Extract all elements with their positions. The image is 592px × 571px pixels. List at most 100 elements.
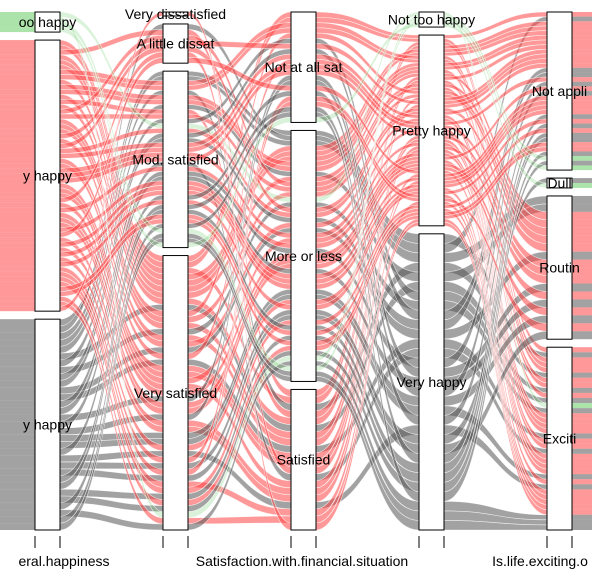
- ribbon-34-lead: [0, 153, 35, 159]
- ribbon-38-tail: [572, 259, 592, 268]
- ribbon-34-tail: [572, 413, 592, 419]
- ribbon-63-tail: [572, 474, 592, 480]
- ribbon-60-lead: [0, 247, 35, 253]
- box-dim2-more-or-less: [290, 129, 317, 382]
- category-label-dim2-not-at-all-sat: Not at all sat: [265, 59, 343, 75]
- ribbon-17-lead: [0, 99, 35, 105]
- ribbon-11-lead: [0, 79, 35, 85]
- ribbon-24-tail: [572, 235, 592, 244]
- ribbon-26-lead: [0, 12, 35, 18]
- ribbon-83-lead: [0, 301, 35, 307]
- ribbon-36-tail: [572, 251, 592, 260]
- category-label-dim3-very-happy: Very happy: [396, 374, 466, 390]
- ribbon-27-lead: [0, 366, 35, 374]
- ribbon-69-lead: [0, 461, 35, 469]
- ribbon-74-lead: [0, 281, 35, 287]
- ribbon-3-lead: [0, 325, 35, 333]
- axis-labels-layer: eral.happiness Satisfaction.with.financia…: [18, 553, 588, 569]
- ribbon-9-tail: [572, 362, 592, 368]
- ribbon-10-lead: [0, 74, 35, 80]
- ribbon-21-tail: [572, 392, 592, 398]
- ribbon-12-lead: [0, 339, 35, 347]
- box-dim1-very-dissatisfied: [162, 11, 189, 17]
- ribbon-43-tail: [572, 438, 592, 444]
- category-label-dim2-satisfied: Satisfied: [277, 452, 331, 468]
- ribbon-13-tail: [572, 39, 592, 45]
- ribbon-67-tail: [572, 484, 592, 490]
- box-dim2-not-at-all-sat: [290, 11, 317, 123]
- ribbon-12-tail: [572, 372, 592, 378]
- ribbon-55-tail: [572, 91, 592, 96]
- ribbon-31-lead: [0, 148, 35, 154]
- ribbon-30-tail: [572, 243, 592, 252]
- ribbon-20-lead: [0, 109, 35, 115]
- ribbon-1-tail: [572, 347, 592, 353]
- ribbon-68-tail: [572, 489, 592, 495]
- ribbon-35-lead: [0, 158, 35, 164]
- ribbon-21-lead: [0, 114, 35, 119]
- ribbon-42-lead: [0, 183, 35, 188]
- ribbon-74-tail: [572, 128, 592, 133]
- ribbon-11-tail: [572, 35, 592, 40]
- ribbon-59-tail: [572, 100, 592, 105]
- ribbon-15-tail: [572, 203, 592, 212]
- category-label-dim4-not-applicable: Not appli: [532, 83, 587, 99]
- ribbon-33-tail: [572, 72, 592, 78]
- ribbon-9-lead: [0, 69, 35, 75]
- ribbon-81-tail: [572, 156, 592, 161]
- ribbon-37-tail: [572, 77, 592, 82]
- ribbon-47-lead: [0, 202, 35, 208]
- ribbon-14-tail: [572, 377, 592, 383]
- ribbon-75-tail: [572, 132, 592, 138]
- ribbon-79-lead: [0, 296, 35, 302]
- ribbon-84-tail: [572, 509, 592, 515]
- ribbon-68-lead: [0, 266, 35, 272]
- ribbon-19-tail: [572, 387, 592, 393]
- ribbon-82-lead: [0, 502, 35, 510]
- ribbon-81-lead: [0, 17, 35, 23]
- ribbon-20-tail: [572, 219, 592, 228]
- ribbon-18-lead: [0, 104, 35, 110]
- ribbon-70-lead: [0, 271, 35, 277]
- ribbon-61-tail: [572, 109, 592, 115]
- ribbon-16-lead: [0, 94, 35, 100]
- ribbon-40-lead: [0, 178, 35, 184]
- ribbon-6-tail: [572, 21, 592, 26]
- ribbon-31-tail: [572, 63, 592, 68]
- ribbon-25-tail: [572, 49, 592, 54]
- ribbon-3-tail: [572, 16, 592, 22]
- ribbon-23-tail: [572, 397, 592, 404]
- ribbon-51-lead: [0, 414, 35, 422]
- ribbon-22-tail: [572, 227, 592, 236]
- ribbon-7-tail: [572, 25, 592, 31]
- ribbon-39-lead: [0, 173, 35, 179]
- ribbon-1-lead: [0, 45, 35, 50]
- ribbon-60-tail: [572, 104, 592, 110]
- ribbon-70-tail: [572, 323, 592, 332]
- ribbon-89-tail: [572, 183, 592, 188]
- ribbon-80-tail: [572, 151, 592, 157]
- ribbon-18-tail: [572, 382, 592, 388]
- ribbon-62-tail: [572, 315, 592, 324]
- ribbon-2-lead: [0, 319, 35, 326]
- ribbon-54-lead: [0, 421, 35, 428]
- ribbon-47-tail: [572, 453, 592, 459]
- ribbon-78-lead: [0, 291, 35, 297]
- ribbon-29-lead: [0, 138, 35, 144]
- ribbon-83-tail: [572, 504, 592, 510]
- ribbon-36-lead: [0, 387, 35, 394]
- axis-label-dim1: Satisfaction.with.financial.situation: [196, 553, 408, 569]
- ribbon-53-tail: [572, 291, 592, 300]
- box-dim3-very-happy: [418, 233, 445, 531]
- ribbon-62-lead: [0, 434, 35, 442]
- category-label-dim1-very-dissatisfied: Very dissatisfied: [125, 6, 226, 22]
- box-dim0-pretty-happy: [34, 39, 61, 312]
- ribbon-43-lead: [0, 187, 35, 193]
- ribbon-40-tail: [572, 428, 592, 434]
- ribbon-10-tail: [572, 367, 592, 373]
- ribbon-5-tail: [572, 357, 592, 363]
- ribbon-76-tail: [572, 499, 592, 505]
- ribbon-5-lead: [0, 49, 35, 55]
- ribbon-72-tail: [572, 123, 592, 129]
